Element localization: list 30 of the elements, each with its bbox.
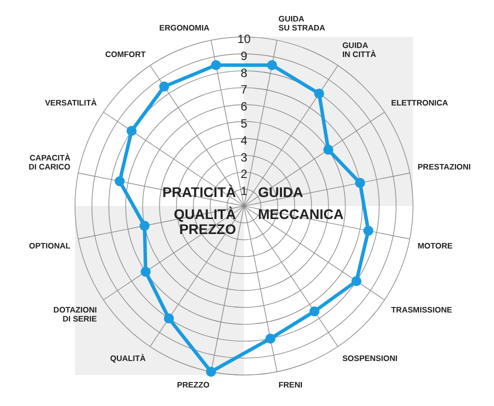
y-tick-label: 3 <box>240 150 248 164</box>
y-tick-label: 2 <box>240 167 248 182</box>
spoke-label: COMFORT <box>105 50 146 59</box>
spoke-label: GUIDA IN CITTÀ <box>342 40 376 59</box>
y-tick-label: 7 <box>240 82 248 97</box>
spoke-label: DOTAZIONI DI SERIE <box>53 305 98 324</box>
spoke-label: ERGONOMIA <box>159 23 210 32</box>
spoke-label: OPTIONAL <box>29 242 71 251</box>
spoke-label: MOTORE <box>418 242 454 251</box>
y-tick-label: 9 <box>240 48 248 63</box>
spoke-label: PREZZO <box>177 380 210 390</box>
text: PRATICITÀ <box>162 184 236 200</box>
y-tick-label: 1 <box>240 184 248 198</box>
y-tick-label: 10 <box>237 32 251 46</box>
spoke-label: ELETTRONICA <box>391 98 448 108</box>
spoke-label: FRENI <box>278 380 303 390</box>
text: GUIDA <box>258 184 304 200</box>
y-tick-label: 8 <box>240 66 248 80</box>
text: MECCANICA <box>258 206 344 222</box>
spoke-label: GUIDA SU STRADA <box>278 14 326 32</box>
y-tick-label: 4 <box>240 133 248 148</box>
spoke-label: TRASMISSIONE <box>391 305 453 314</box>
spoke-label: CAPACITÀ DI CARICO <box>28 152 71 172</box>
y-tick-label: 5 <box>240 116 248 130</box>
y-tick-label: 6 <box>240 100 248 114</box>
spoke-label: VERSATILITÀ <box>44 98 98 108</box>
spoke-label: QUALITÀ <box>110 353 146 364</box>
spoke-label: PRESTAZIONI <box>418 162 471 172</box>
text: QUALITÀ PREZZO <box>174 206 236 237</box>
spoke-label: SOSPENSIONI <box>342 354 398 364</box>
